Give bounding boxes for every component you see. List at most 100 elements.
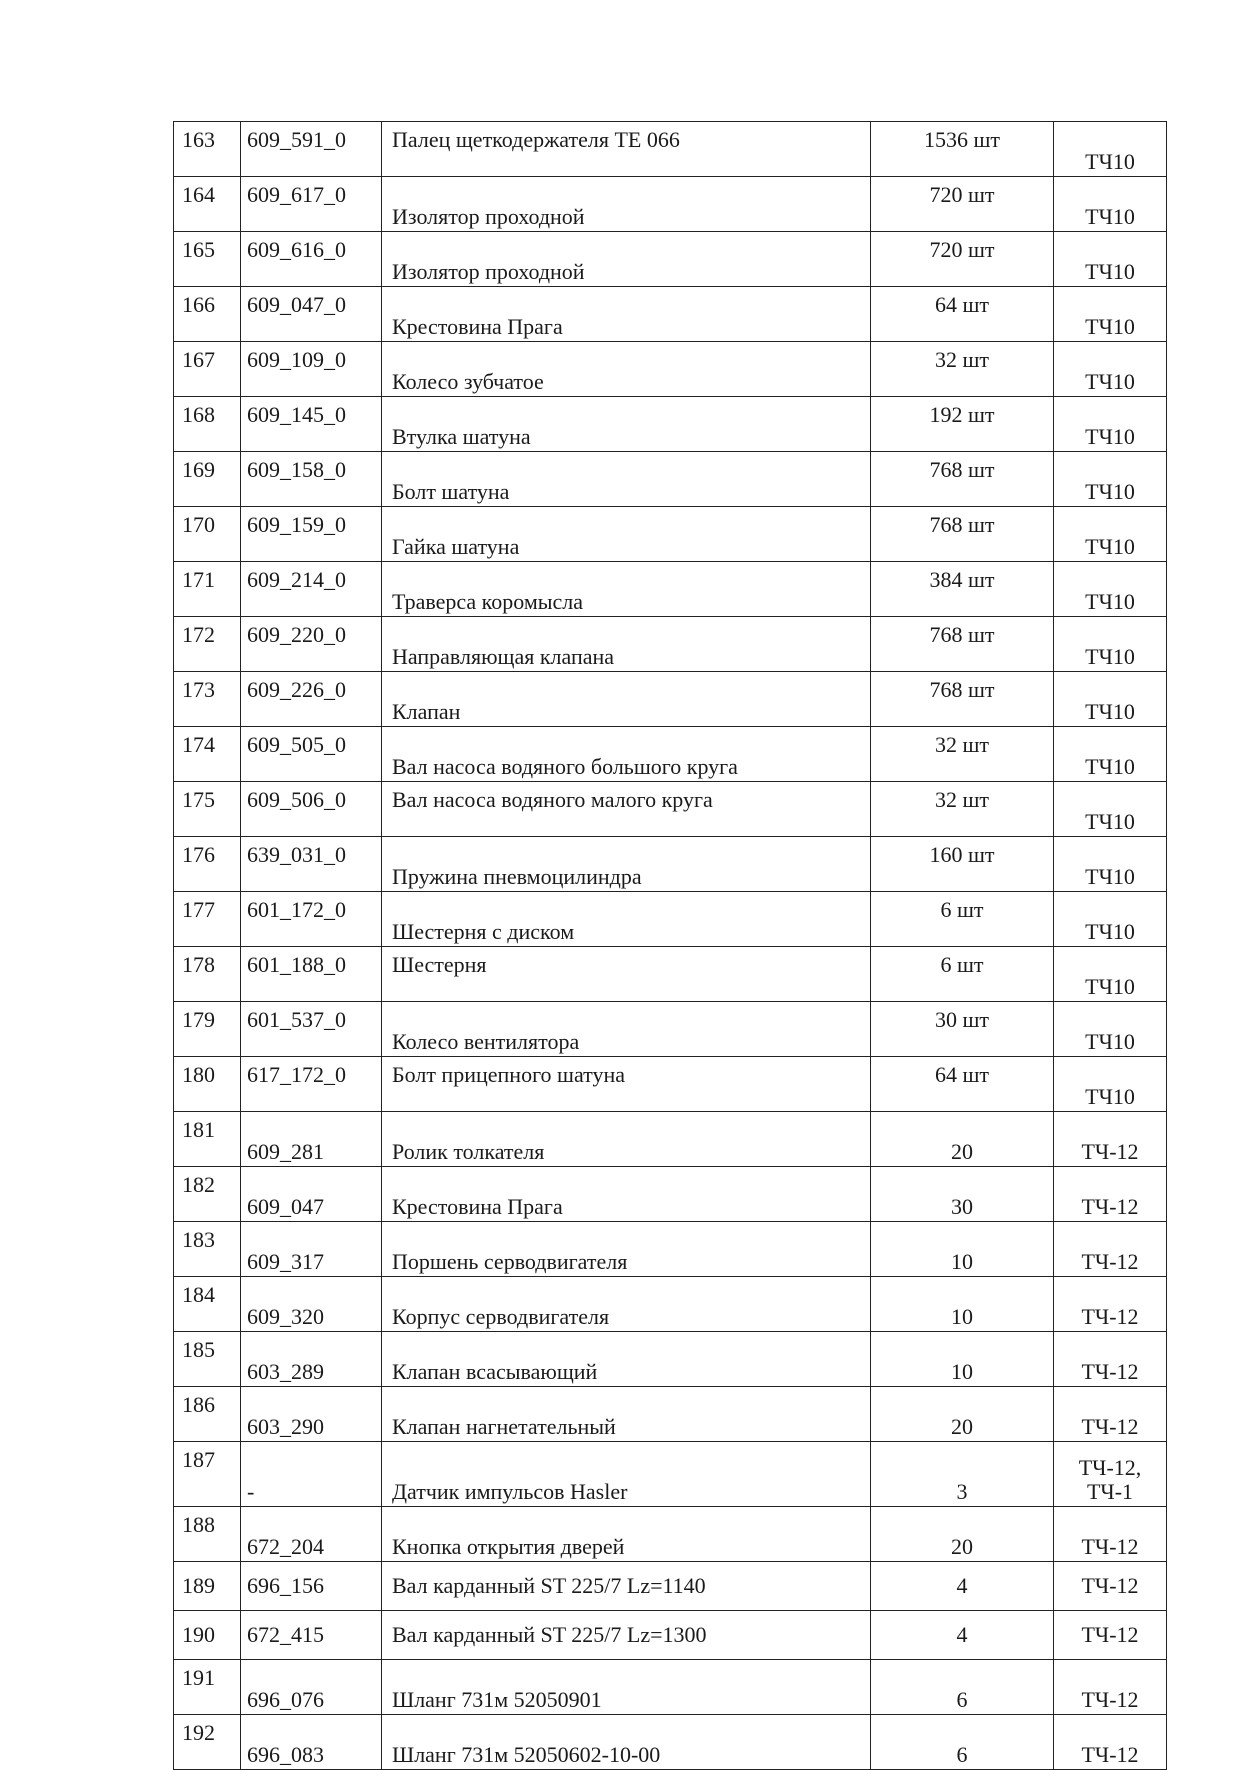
part-code-cell: 601_188_0	[240, 946, 382, 1002]
part-name-cell: Ролик толкателя	[381, 1111, 871, 1167]
quantity-cell: 10	[870, 1276, 1054, 1332]
depot-cell: ТЧ-12, ТЧ-1	[1053, 1441, 1167, 1507]
quantity-cell: 768 шт	[870, 451, 1054, 507]
depot-cell: ТЧ10	[1053, 396, 1167, 452]
quantity-cell: 4	[870, 1610, 1054, 1660]
quantity-cell: 30	[870, 1166, 1054, 1222]
row-number-cell: 176	[173, 836, 241, 892]
quantity-cell: 192 шт	[870, 396, 1054, 452]
table-row: 176 639_031_0 Пружина пневмоцилиндра 160 шт…	[173, 836, 1167, 892]
depot-cell: ТЧ10	[1053, 286, 1167, 342]
row-number-cell: 163	[173, 121, 241, 177]
part-name-cell: Шестерня с диском	[381, 891, 871, 947]
quantity-cell: 32 шт	[870, 341, 1054, 397]
table-row: 163 609_591_0 Палец щеткодержателя ТЕ 066 1…	[173, 121, 1167, 177]
depot-cell: ТЧ-12	[1053, 1221, 1167, 1277]
part-name-cell: Крестовина Прага	[381, 286, 871, 342]
part-name-cell: Вал насоса водяного малого круга	[381, 781, 871, 837]
row-number-cell: 183	[173, 1221, 241, 1277]
table-row: 175 609_506_0 Вал насоса водяного малого к…	[173, 781, 1167, 837]
quantity-cell: 30 шт	[870, 1001, 1054, 1057]
table-row: 169 609_158_0 Болт шатуна 768 шт ТЧ10	[173, 451, 1167, 507]
part-code-cell: -	[240, 1441, 382, 1507]
depot-cell: ТЧ10	[1053, 176, 1167, 232]
quantity-cell: 20	[870, 1111, 1054, 1167]
part-name-cell: Вал карданный ST 225/7 Lz=1300	[381, 1610, 871, 1660]
part-code-cell: 601_172_0	[240, 891, 382, 947]
quantity-cell: 6 шт	[870, 891, 1054, 947]
quantity-cell: 32 шт	[870, 781, 1054, 837]
depot-cell: ТЧ10	[1053, 726, 1167, 782]
table-row: 182 609_047 Крестовина Прага 30 ТЧ-12	[173, 1166, 1167, 1222]
row-number-cell: 188	[173, 1506, 241, 1562]
depot-cell: ТЧ-12	[1053, 1659, 1167, 1715]
depot-cell: ТЧ10	[1053, 1056, 1167, 1112]
row-number-cell: 165	[173, 231, 241, 287]
row-number-cell: 167	[173, 341, 241, 397]
part-name-cell: Датчик импульсов Hasler	[381, 1441, 871, 1507]
row-number-cell: 189	[173, 1561, 241, 1611]
table-row: 171 609_214_0 Траверса коромысла 384 шт ТЧ10	[173, 561, 1167, 617]
part-name-cell: Кнопка открытия дверей	[381, 1506, 871, 1562]
part-code-cell: 639_031_0	[240, 836, 382, 892]
part-name-cell: Втулка шатуна	[381, 396, 871, 452]
depot-cell: ТЧ10	[1053, 231, 1167, 287]
depot-cell: ТЧ10	[1053, 506, 1167, 562]
part-code-cell: 617_172_0	[240, 1056, 382, 1112]
quantity-cell: 768 шт	[870, 506, 1054, 562]
part-name-cell: Клапан нагнетательный	[381, 1386, 871, 1442]
table-row: 166 609_047_0 Крестовина Прага 64 шт ТЧ10	[173, 286, 1167, 342]
table-row: 164 609_617_0 Изолятор проходной 720 шт ТЧ10	[173, 176, 1167, 232]
depot-cell: ТЧ-12	[1053, 1331, 1167, 1387]
row-number-cell: 181	[173, 1111, 241, 1167]
depot-cell: ТЧ-12	[1053, 1276, 1167, 1332]
quantity-cell: 20	[870, 1506, 1054, 1562]
quantity-cell: 6	[870, 1714, 1054, 1770]
depot-cell: ТЧ10	[1053, 671, 1167, 727]
quantity-cell: 1536 шт	[870, 121, 1054, 177]
part-code-cell: 609_281	[240, 1111, 382, 1167]
row-number-cell: 179	[173, 1001, 241, 1057]
part-name-cell: Изолятор проходной	[381, 176, 871, 232]
table-row: 170 609_159_0 Гайка шатуна 768 шт ТЧ10	[173, 506, 1167, 562]
row-number-cell: 192	[173, 1714, 241, 1770]
table-row: 177 601_172_0 Шестерня с диском 6 шт ТЧ10	[173, 891, 1167, 947]
table-row: 190 672_415 Вал карданный ST 225/7 Lz=1300…	[173, 1610, 1167, 1660]
part-code-cell: 609_505_0	[240, 726, 382, 782]
quantity-cell: 160 шт	[870, 836, 1054, 892]
part-name-cell: Клапан всасывающий	[381, 1331, 871, 1387]
table-row: 181 609_281 Ролик толкателя 20 ТЧ-12	[173, 1111, 1167, 1167]
depot-cell: ТЧ10	[1053, 616, 1167, 672]
part-name-cell: Шланг 731м 52050901	[381, 1659, 871, 1715]
depot-cell: ТЧ10	[1053, 121, 1167, 177]
part-name-cell: Клапан	[381, 671, 871, 727]
part-name-cell: Вал карданный ST 225/7 Lz=1140	[381, 1561, 871, 1611]
part-name-cell: Пружина пневмоцилиндра	[381, 836, 871, 892]
part-code-cell: 609_145_0	[240, 396, 382, 452]
quantity-cell: 20	[870, 1386, 1054, 1442]
part-code-cell: 696_083	[240, 1714, 382, 1770]
depot-cell: ТЧ10	[1053, 781, 1167, 837]
depot-cell: ТЧ-12	[1053, 1386, 1167, 1442]
part-name-cell: Крестовина Прага	[381, 1166, 871, 1222]
part-name-cell: Болт прицепного шатуна	[381, 1056, 871, 1112]
table-row: 179 601_537_0 Колесо вентилятора 30 шт ТЧ10	[173, 1001, 1167, 1057]
row-number-cell: 182	[173, 1166, 241, 1222]
part-name-cell: Направляющая клапана	[381, 616, 871, 672]
part-code-cell: 603_289	[240, 1331, 382, 1387]
part-code-cell: 609_591_0	[240, 121, 382, 177]
quantity-cell: 384 шт	[870, 561, 1054, 617]
table-row: 191 696_076 Шланг 731м 52050901 6 ТЧ-12	[173, 1659, 1167, 1715]
table-row: 168 609_145_0 Втулка шатуна 192 шт ТЧ10	[173, 396, 1167, 452]
row-number-cell: 175	[173, 781, 241, 837]
row-number-cell: 168	[173, 396, 241, 452]
depot-cell: ТЧ-12	[1053, 1610, 1167, 1660]
depot-cell: ТЧ-12	[1053, 1166, 1167, 1222]
table-row: 186 603_290 Клапан нагнетательный 20 ТЧ-12	[173, 1386, 1167, 1442]
quantity-cell: 6 шт	[870, 946, 1054, 1002]
table-row: 174 609_505_0 Вал насоса водяного большого…	[173, 726, 1167, 782]
row-number-cell: 186	[173, 1386, 241, 1442]
part-name-cell: Поршень серводвигателя	[381, 1221, 871, 1277]
part-code-cell: 609_109_0	[240, 341, 382, 397]
quantity-cell: 768 шт	[870, 616, 1054, 672]
